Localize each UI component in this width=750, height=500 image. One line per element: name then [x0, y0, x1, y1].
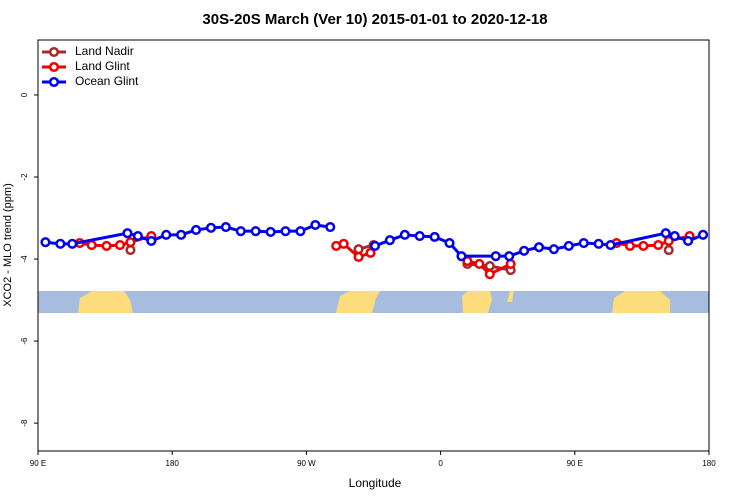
- point: [325, 221, 336, 233]
- point: [474, 258, 485, 270]
- point: [669, 231, 680, 242]
- point: [67, 238, 78, 249]
- land-shape: [462, 291, 492, 313]
- point: [484, 260, 495, 272]
- point: [55, 238, 66, 249]
- point: [280, 226, 291, 237]
- point: [414, 231, 425, 242]
- y-axis-label: XCO2 - MLO trend (ppm): [2, 183, 14, 306]
- x-tick-label: 90 E: [30, 459, 46, 468]
- land-shape: [336, 291, 380, 313]
- point: [125, 244, 136, 256]
- series-line: [79, 234, 690, 277]
- legend-marker: [48, 76, 60, 88]
- x-tick-label: 90 W: [297, 459, 316, 468]
- x-tick-label: 180: [702, 459, 716, 468]
- point: [683, 235, 694, 247]
- point: [101, 240, 112, 251]
- point: [653, 240, 664, 251]
- y-tick-label: -6: [20, 337, 29, 345]
- point: [624, 240, 636, 251]
- point: [593, 238, 604, 249]
- point: [697, 229, 709, 240]
- point: [310, 219, 321, 231]
- y-tick-label: -2: [20, 173, 29, 181]
- point: [146, 235, 157, 247]
- point: [40, 237, 51, 248]
- point: [353, 251, 364, 263]
- point: [484, 269, 495, 280]
- point: [548, 244, 559, 255]
- chart-title: 30S-20S March (Ver 10) 2015-01-01 to 202…: [202, 11, 547, 28]
- point: [235, 226, 246, 237]
- point: [220, 221, 231, 233]
- point: [505, 258, 516, 270]
- point: [132, 231, 143, 242]
- point: [504, 251, 515, 262]
- land-shape: [78, 291, 133, 313]
- point: [365, 247, 376, 258]
- y-tick-label: 0: [20, 92, 29, 97]
- point: [578, 237, 589, 249]
- point: [456, 251, 467, 262]
- point: [114, 240, 126, 251]
- point: [490, 251, 501, 262]
- point: [638, 240, 649, 251]
- legend-label: Land Nadir: [75, 44, 134, 58]
- legend-marker: [48, 46, 60, 58]
- land-shape: [507, 291, 514, 302]
- point: [295, 226, 306, 237]
- y-tick-label: -4: [20, 255, 29, 263]
- point: [250, 226, 261, 237]
- point: [429, 231, 440, 242]
- point: [265, 226, 276, 238]
- point: [369, 240, 381, 251]
- point: [205, 222, 217, 233]
- point: [563, 240, 574, 251]
- plot-frame: [37, 39, 710, 452]
- map-strip: [38, 291, 709, 313]
- series: [40, 219, 709, 262]
- point: [605, 240, 616, 251]
- point: [191, 224, 202, 235]
- legend-label: Land Glint: [75, 59, 130, 73]
- point: [125, 237, 136, 248]
- point: [533, 242, 545, 253]
- x-tick-label: 180: [166, 459, 180, 468]
- x-tick-label: 0: [438, 459, 443, 468]
- y-tick-label: -8: [20, 419, 29, 427]
- point: [660, 228, 671, 239]
- point: [86, 240, 97, 251]
- point: [353, 244, 364, 255]
- point: [384, 235, 395, 246]
- point: [663, 244, 674, 256]
- point: [444, 237, 455, 249]
- point: [338, 238, 349, 249]
- point: [161, 229, 172, 240]
- land-shape: [612, 291, 670, 313]
- legend-label: Ocean Glint: [75, 74, 139, 88]
- point: [519, 245, 530, 256]
- point: [122, 228, 133, 239]
- legend-marker: [48, 61, 60, 73]
- x-tick-label: 90 E: [567, 459, 583, 468]
- point: [399, 229, 410, 240]
- x-axis-label: Longitude: [349, 476, 402, 490]
- point: [176, 229, 187, 240]
- series: [125, 241, 674, 274]
